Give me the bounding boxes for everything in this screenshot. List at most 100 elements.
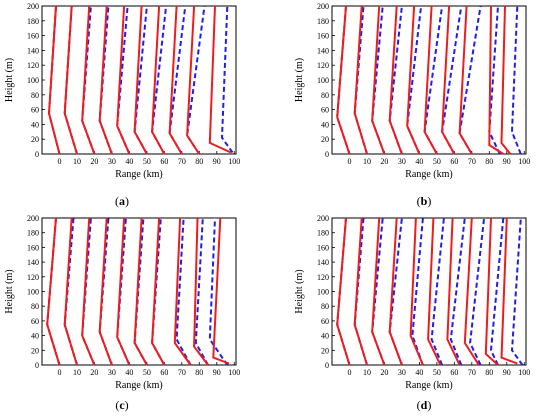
- y-tick-label: 180: [27, 229, 39, 238]
- y-tick-label: 100: [317, 288, 329, 297]
- red-solid-profile-70: [168, 5, 183, 155]
- y-tick-label: 0: [35, 361, 39, 370]
- x-tick-label: 20: [380, 368, 388, 377]
- red-solid-profile-20: [81, 5, 96, 155]
- blue-dashed-profile-90: [208, 217, 229, 366]
- y-tick-label: 100: [27, 76, 39, 85]
- x-tick-label: 70: [468, 157, 476, 166]
- red-solid-profile-90: [500, 217, 518, 365]
- y-tick-label: 160: [317, 32, 329, 41]
- x-tick-label: 30: [108, 157, 116, 166]
- x-tick-label: 80: [195, 368, 203, 377]
- x-tick-label: 40: [125, 368, 133, 377]
- red-solid-profile-80: [484, 217, 499, 366]
- y-tick-label: 100: [27, 288, 39, 297]
- panel-caption-a: (a): [115, 194, 129, 208]
- x-tick-label: 100: [228, 368, 240, 377]
- y-tick-label: 120: [27, 273, 39, 282]
- x-tick-label: 90: [503, 368, 511, 377]
- y-tick-label: 40: [321, 120, 329, 129]
- red-solid-profile-50: [427, 217, 442, 366]
- y-tick-label: 60: [31, 317, 39, 326]
- panel-caption-c: (c): [115, 398, 128, 412]
- x-tick-label: 50: [433, 157, 441, 166]
- y-tick-label: 140: [27, 258, 39, 267]
- red-solid-profile-80: [186, 5, 201, 155]
- red-solid-profile-60: [446, 217, 461, 366]
- blue-dashed-profile-50: [430, 217, 445, 366]
- x-tick-label: 80: [485, 368, 493, 377]
- y-tick-label: 20: [321, 135, 329, 144]
- y-tick-label: 160: [27, 243, 39, 252]
- x-tick-label: 30: [108, 368, 116, 377]
- x-axis-title: Range (km): [115, 169, 163, 180]
- x-tick-label: 10: [363, 368, 371, 377]
- red-solid-profile-30: [388, 5, 403, 155]
- chart-panel-b: 0 10 20 30 40 50 60 70 80 90 100 0 20 40 60 80 100 120 140…: [294, 2, 530, 208]
- x-tick-label: 0: [347, 368, 351, 377]
- x-tick-label: 10: [363, 157, 371, 166]
- y-tick-label: 0: [325, 150, 329, 159]
- y-axis-title: Height (m): [4, 58, 15, 102]
- red-solid-profile-30: [98, 5, 113, 155]
- y-tick-label: 60: [321, 317, 329, 326]
- x-tick-label: 10: [73, 368, 81, 377]
- red-solid-profile-0: [336, 5, 351, 155]
- blue-dashed-profile-90: [510, 5, 522, 155]
- y-tick-label: 80: [321, 302, 329, 311]
- red-solid-profile-50: [133, 217, 148, 366]
- x-tick-label: 50: [143, 368, 151, 377]
- x-tick-label: 60: [160, 368, 168, 377]
- red-solid-profile-0: [46, 217, 61, 366]
- y-tick-label: 60: [321, 106, 329, 115]
- red-solid-profile-60: [151, 217, 166, 366]
- red-solid-profile-20: [371, 217, 386, 366]
- x-tick-label: 80: [195, 157, 203, 166]
- x-axis-title: Range (km): [405, 380, 453, 391]
- blue-dashed-profile-80: [194, 217, 209, 366]
- x-tick-label: 60: [450, 157, 458, 166]
- red-solid-profile-40: [406, 5, 421, 155]
- red-solid-profile-90: [208, 5, 232, 154]
- y-tick-label: 100: [317, 76, 329, 85]
- red-solid-profile-90: [500, 5, 512, 155]
- x-axis-title: Range (km): [405, 169, 453, 180]
- y-tick-label: 200: [317, 2, 329, 11]
- y-tick-label: 20: [321, 346, 329, 355]
- x-tick-label: 100: [518, 368, 530, 377]
- blue-dashed-profile-70: [175, 217, 192, 366]
- x-tick-label: 90: [213, 157, 221, 166]
- red-solid-profile-80: [193, 217, 209, 366]
- x-tick-label: 40: [415, 157, 423, 166]
- y-tick-label: 20: [31, 135, 39, 144]
- y-tick-label: 80: [31, 91, 39, 100]
- y-axis-title: Height (m): [294, 269, 305, 313]
- y-tick-label: 140: [27, 46, 39, 55]
- x-tick-label: 0: [57, 368, 61, 377]
- y-tick-label: 60: [31, 106, 39, 115]
- red-solid-profile-10: [353, 217, 368, 366]
- y-tick-label: 180: [27, 17, 39, 26]
- y-tick-label: 180: [317, 229, 329, 238]
- x-tick-label: 70: [178, 368, 186, 377]
- panel-caption-b: (b): [417, 194, 432, 208]
- y-tick-label: 40: [31, 120, 39, 129]
- blue-dashed-profile-90: [510, 217, 524, 366]
- y-tick-label: 80: [31, 302, 39, 311]
- x-tick-label: 100: [518, 157, 530, 166]
- blue-dashed-profile-90: [220, 5, 234, 154]
- x-tick-label: 40: [415, 368, 423, 377]
- x-tick-label: 50: [433, 368, 441, 377]
- chart-panel-c: 0 10 20 30 40 50 60 70 80 90 100 0 20 40 60 80 100 120 140…: [4, 214, 240, 412]
- x-tick-label: 90: [503, 157, 511, 166]
- x-tick-label: 40: [125, 157, 133, 166]
- red-solid-profile-40: [116, 5, 131, 155]
- red-solid-profile-30: [98, 217, 113, 366]
- y-tick-label: 40: [321, 332, 329, 341]
- x-tick-label: 0: [57, 157, 61, 166]
- y-tick-label: 20: [31, 346, 39, 355]
- y-tick-label: 140: [317, 258, 329, 267]
- y-tick-label: 200: [27, 2, 39, 11]
- red-solid-profile-20: [371, 5, 386, 155]
